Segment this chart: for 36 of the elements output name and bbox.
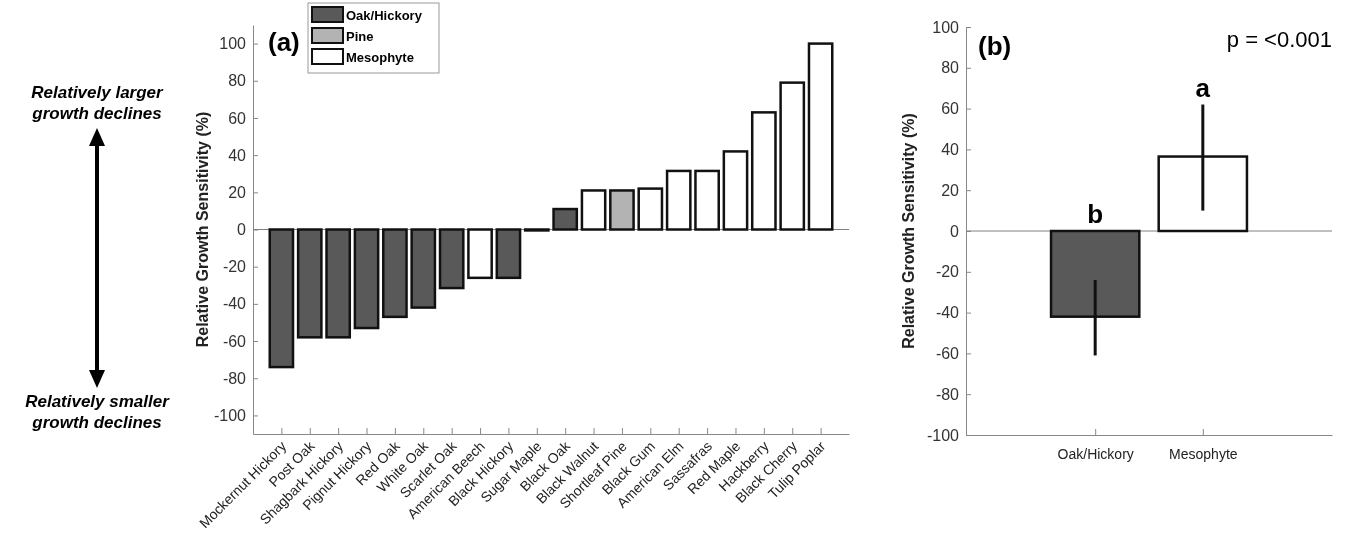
y-tick-label: 100 <box>219 35 247 53</box>
y-tick-label: -40 <box>222 295 247 313</box>
legend-label: Pine <box>346 29 374 44</box>
y-tick-label: 60 <box>941 100 960 118</box>
y-tick-label: -80 <box>222 369 247 387</box>
y-tick-label: -20 <box>222 258 247 276</box>
text: Relatively smaller growth declines <box>25 392 171 433</box>
y-tick-label: 40 <box>941 141 960 159</box>
y-tick-label: -60 <box>222 332 247 350</box>
y-tick-label: 100 <box>932 18 960 36</box>
y-axis-title: Relative Growth Sensitivity (%) <box>194 111 211 348</box>
y-tick-label: 0 <box>950 222 960 240</box>
y-axis-title: Relative Growth Sensitivity (%) <box>900 113 917 349</box>
x-tick-label: Mesophyte <box>1169 445 1238 462</box>
y-tick-label: 80 <box>228 72 247 90</box>
y-tick-label: -100 <box>926 426 960 444</box>
annotation: p = <0.001 <box>1226 27 1332 52</box>
text: Relatively larger growth declines <box>31 83 165 124</box>
annotation: b <box>1087 199 1104 229</box>
y-tick-label: 20 <box>228 183 247 201</box>
y-tick-label: -60 <box>935 345 960 363</box>
x-tick-label: Oak/Hickory <box>1057 445 1134 462</box>
y-tick-label: 0 <box>237 221 247 239</box>
y-tick-label: -100 <box>213 407 247 425</box>
y-tick-label: -80 <box>935 385 960 403</box>
y-tick-label: 20 <box>941 181 960 199</box>
annotation: a <box>1195 72 1211 103</box>
y-tick-label: -20 <box>935 263 960 281</box>
y-tick-label: 40 <box>228 146 247 164</box>
chart-title: (a) <box>268 27 300 57</box>
y-tick-label: 60 <box>228 109 247 127</box>
legend-label: Oak/Hickory <box>346 8 423 23</box>
y-tick-label: 80 <box>941 59 960 77</box>
legend-label: Mesophyte <box>346 50 414 65</box>
chart-title: (b) <box>978 31 1012 61</box>
y-tick-label: -40 <box>935 304 960 322</box>
